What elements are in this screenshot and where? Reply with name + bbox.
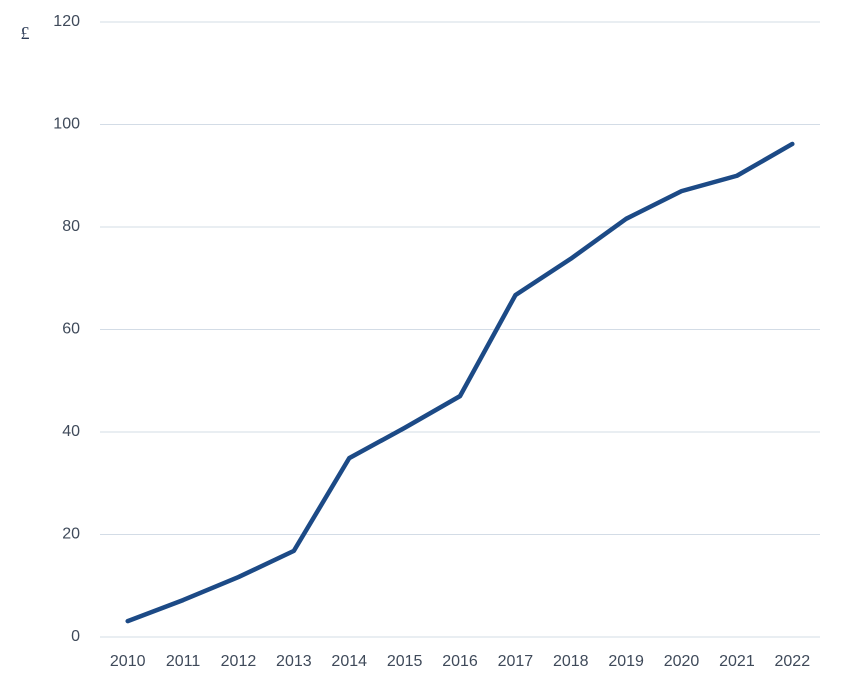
x-tick-label: 2017 (498, 653, 534, 670)
y-tick-label: 0 (71, 628, 80, 645)
y-tick-label: 100 (53, 116, 80, 133)
y-tick-label: 20 (62, 526, 80, 543)
x-tick-label: 2012 (221, 653, 257, 670)
x-tick-label: 2018 (553, 653, 589, 670)
x-tick-label: 2022 (775, 653, 811, 670)
x-tick-label: 2021 (719, 653, 755, 670)
x-tick-label: 2020 (664, 653, 700, 670)
x-tick-label: 2014 (331, 653, 367, 670)
x-tick-label: 2011 (166, 653, 201, 670)
data-line (125, 141, 795, 624)
y-axis-label: £ (21, 23, 30, 43)
y-tick-label: 120 (53, 13, 80, 30)
y-tick-label: 60 (62, 321, 80, 338)
x-tick-label: 2010 (110, 653, 146, 670)
y-tick-label: 80 (62, 218, 80, 235)
x-tick-label: 2015 (387, 653, 423, 670)
y-tick-label: 40 (62, 423, 80, 440)
x-tick-label: 2019 (608, 653, 644, 670)
x-tick-label: 2013 (276, 653, 312, 670)
x-tick-label: 2016 (442, 653, 478, 670)
